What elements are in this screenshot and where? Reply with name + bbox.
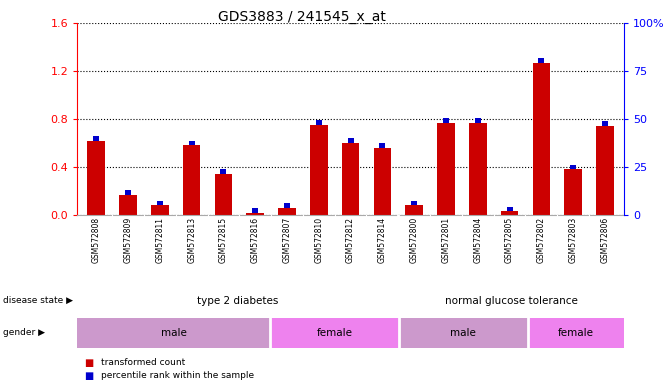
Bar <box>507 207 513 212</box>
Bar <box>527 318 624 348</box>
Text: GSM572812: GSM572812 <box>346 217 355 263</box>
Bar <box>310 125 327 215</box>
Text: GSM572804: GSM572804 <box>473 217 482 263</box>
Text: transformed count: transformed count <box>101 358 185 367</box>
Text: GSM572814: GSM572814 <box>378 217 387 263</box>
Bar <box>564 169 582 215</box>
Bar <box>284 203 290 208</box>
Bar <box>270 318 399 348</box>
Bar <box>220 169 227 174</box>
Bar <box>125 190 131 195</box>
Text: male: male <box>450 328 476 338</box>
Bar <box>316 120 322 125</box>
Text: type 2 diabetes: type 2 diabetes <box>197 296 278 306</box>
Bar <box>602 121 608 126</box>
Bar <box>87 141 105 215</box>
Text: GSM572800: GSM572800 <box>410 217 419 263</box>
Text: ■: ■ <box>84 371 93 381</box>
Bar <box>538 58 544 63</box>
Text: GSM572809: GSM572809 <box>123 217 133 263</box>
Bar <box>411 200 417 205</box>
Bar <box>443 118 449 122</box>
Text: female: female <box>558 328 594 338</box>
Bar <box>597 126 614 215</box>
Text: GSM572803: GSM572803 <box>568 217 578 263</box>
Bar <box>469 122 486 215</box>
Bar <box>474 118 481 122</box>
Bar <box>189 141 195 146</box>
Bar <box>501 212 518 215</box>
Bar <box>151 205 168 215</box>
Bar <box>405 205 423 215</box>
Bar <box>246 213 264 215</box>
Text: GDS3883 / 241545_x_at: GDS3883 / 241545_x_at <box>218 10 386 23</box>
Bar <box>348 138 354 143</box>
Bar <box>374 148 391 215</box>
Bar <box>157 200 163 205</box>
Bar <box>215 174 232 215</box>
Text: GSM572801: GSM572801 <box>442 217 450 263</box>
Text: GSM572806: GSM572806 <box>601 217 609 263</box>
Bar <box>93 136 99 141</box>
Text: female: female <box>317 328 352 338</box>
Text: percentile rank within the sample: percentile rank within the sample <box>101 371 254 380</box>
Text: male: male <box>161 328 187 338</box>
Text: GSM572807: GSM572807 <box>282 217 291 263</box>
Bar <box>252 208 258 213</box>
Bar <box>342 143 360 215</box>
Text: GSM572802: GSM572802 <box>537 217 546 263</box>
Text: GSM572810: GSM572810 <box>314 217 323 263</box>
Bar <box>437 122 455 215</box>
Bar <box>399 318 527 348</box>
Text: GSM572813: GSM572813 <box>187 217 196 263</box>
Text: GSM572815: GSM572815 <box>219 217 228 263</box>
Bar <box>379 143 385 148</box>
Text: normal glucose tolerance: normal glucose tolerance <box>445 296 578 306</box>
Text: ■: ■ <box>84 358 93 368</box>
Text: GSM572811: GSM572811 <box>155 217 164 263</box>
Text: gender ▶: gender ▶ <box>3 328 46 337</box>
Bar <box>278 208 296 215</box>
Text: GSM572816: GSM572816 <box>251 217 260 263</box>
Bar <box>570 165 576 169</box>
Text: GSM572805: GSM572805 <box>505 217 514 263</box>
Text: disease state ▶: disease state ▶ <box>3 296 73 305</box>
Bar <box>77 318 270 348</box>
Bar <box>119 195 137 215</box>
Bar <box>533 63 550 215</box>
Bar <box>183 146 201 215</box>
Text: GSM572808: GSM572808 <box>92 217 101 263</box>
